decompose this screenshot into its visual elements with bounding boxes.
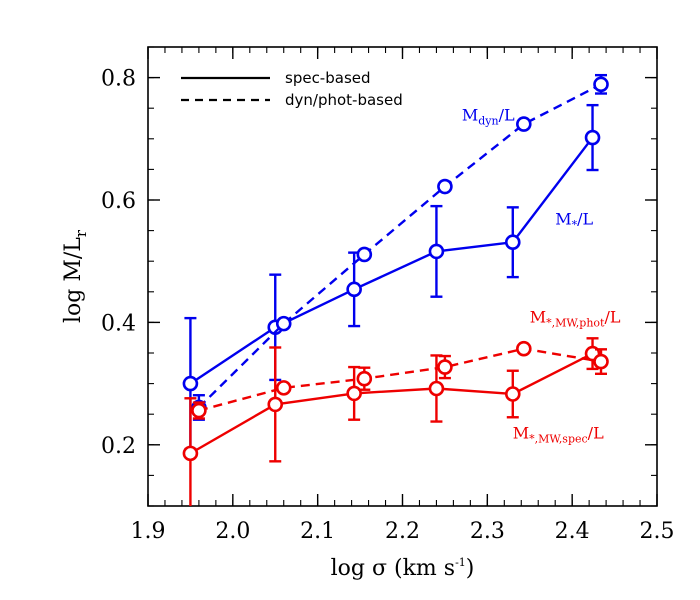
data-point: [504, 386, 521, 402]
data-point: [346, 385, 362, 402]
x-tick-label: 1.9: [131, 519, 166, 544]
series-annotation: M*,MW,spec/L: [513, 424, 604, 446]
data-point: [428, 380, 445, 397]
series-mmw_spec_red: [182, 337, 601, 506]
x-tick-label: 2.4: [555, 519, 590, 544]
data-point: [356, 246, 373, 263]
data-point: [516, 340, 532, 357]
data-point: [428, 243, 445, 260]
data-point: [275, 315, 292, 332]
y-tick-label: 0.6: [101, 189, 136, 214]
series-layer: [182, 73, 609, 506]
series-annotation: M*,MW,phot/L: [530, 307, 621, 329]
data-point: [356, 370, 373, 387]
data-point: [267, 396, 284, 413]
data-point: [516, 116, 532, 132]
data-point: [182, 375, 199, 392]
legend-label: spec-based: [285, 69, 371, 87]
data-point: [182, 445, 199, 462]
data-point: [437, 359, 453, 375]
y-tick-label: 0.4: [101, 311, 136, 336]
x-tick-label: 2.0: [215, 519, 250, 544]
data-point: [437, 178, 453, 195]
data-point: [275, 380, 292, 396]
legend-label: dyn/phot-based: [285, 91, 403, 109]
tick-labels: 1.9 2.0 2.1 2.2 2.3 2.4 2.5 0.2 0.4 0.6 0.8: [101, 67, 675, 544]
series-annotation: M*/L: [555, 209, 593, 231]
series-mmw_phot_red: [191, 340, 609, 420]
series-mdyn_phot_blue: [191, 73, 609, 421]
x-tick-label: 2.5: [640, 519, 675, 544]
y-tick-label: 0.8: [101, 67, 136, 92]
x-tick-label: 2.1: [300, 519, 335, 544]
x-tick-label: 2.2: [385, 519, 420, 544]
data-point: [191, 402, 207, 419]
series-line: [189, 136, 594, 385]
axis-ticks: [147, 46, 658, 507]
data-point: [593, 76, 609, 93]
annotations: Mdyn/L M*/L M*,MW,phot/L M*,MW,spec/L: [462, 105, 621, 445]
data-point: [346, 281, 362, 298]
data-point: [504, 234, 521, 251]
series-annotation: Mdyn/L: [462, 105, 515, 127]
x-axis-title: log σ (km s-1): [331, 556, 475, 581]
series-line: [198, 83, 602, 409]
series-line: [189, 352, 594, 455]
x-tick-label: 2.3: [470, 519, 505, 544]
legend: spec-based dyn/phot-based: [181, 69, 403, 109]
data-point: [584, 129, 601, 146]
data-point: [593, 353, 609, 370]
series-mstar_spec_blue: [182, 103, 601, 451]
y-tick-label: 0.2: [101, 434, 136, 459]
y-axis-title: log M/Lr: [61, 229, 90, 323]
